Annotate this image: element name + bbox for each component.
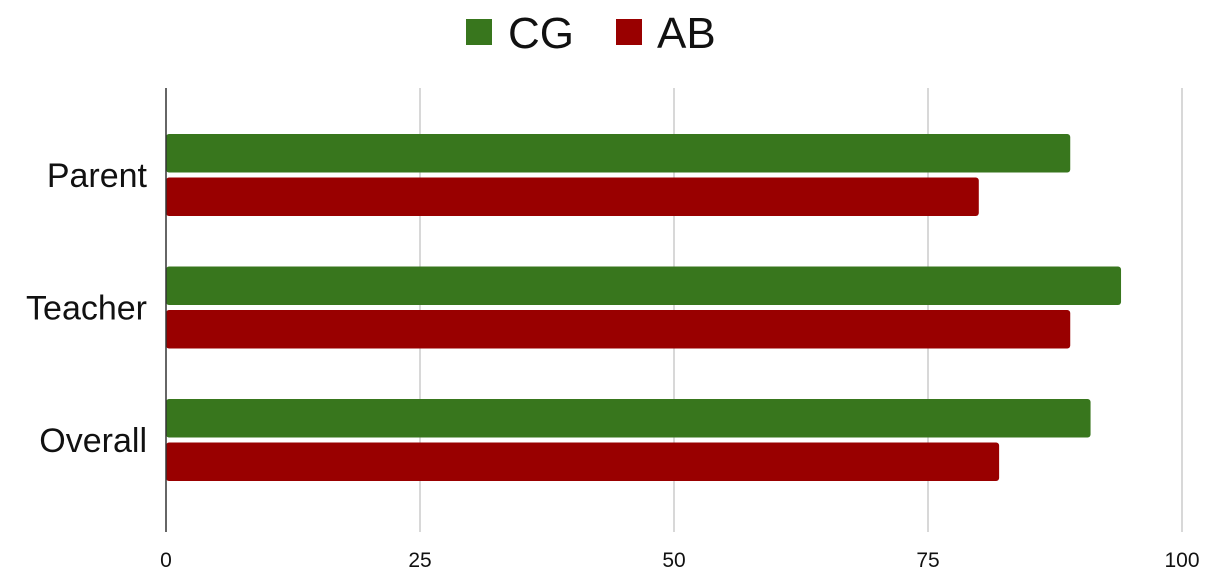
x-tick-label-0: 0 [160, 549, 172, 571]
x-tick-label-50: 50 [662, 549, 685, 571]
labels: 0 25 50 75 100 Parent Teacher Overall [26, 157, 1199, 572]
legend-swatch-cg [466, 19, 492, 45]
bar-cg-parent [166, 134, 1071, 173]
bar-ab-parent [166, 177, 979, 216]
bar-cg-overall [166, 399, 1091, 438]
bar-cg-teacher [166, 266, 1122, 305]
x-tick-label-75: 75 [916, 549, 939, 571]
x-tick-label-25: 25 [408, 549, 431, 571]
legend: CG AB [466, 9, 716, 58]
bars [166, 134, 1122, 481]
x-tick-label-100: 100 [1164, 549, 1199, 571]
category-label-overall: Overall [39, 422, 147, 460]
legend-swatch-ab [616, 19, 642, 45]
legend-label-ab: AB [657, 9, 716, 58]
bar-ab-teacher [166, 310, 1071, 349]
bar-ab-overall [166, 442, 1000, 481]
category-label-teacher: Teacher [26, 290, 147, 328]
category-label-parent: Parent [47, 157, 148, 195]
legend-label-cg: CG [508, 9, 574, 58]
